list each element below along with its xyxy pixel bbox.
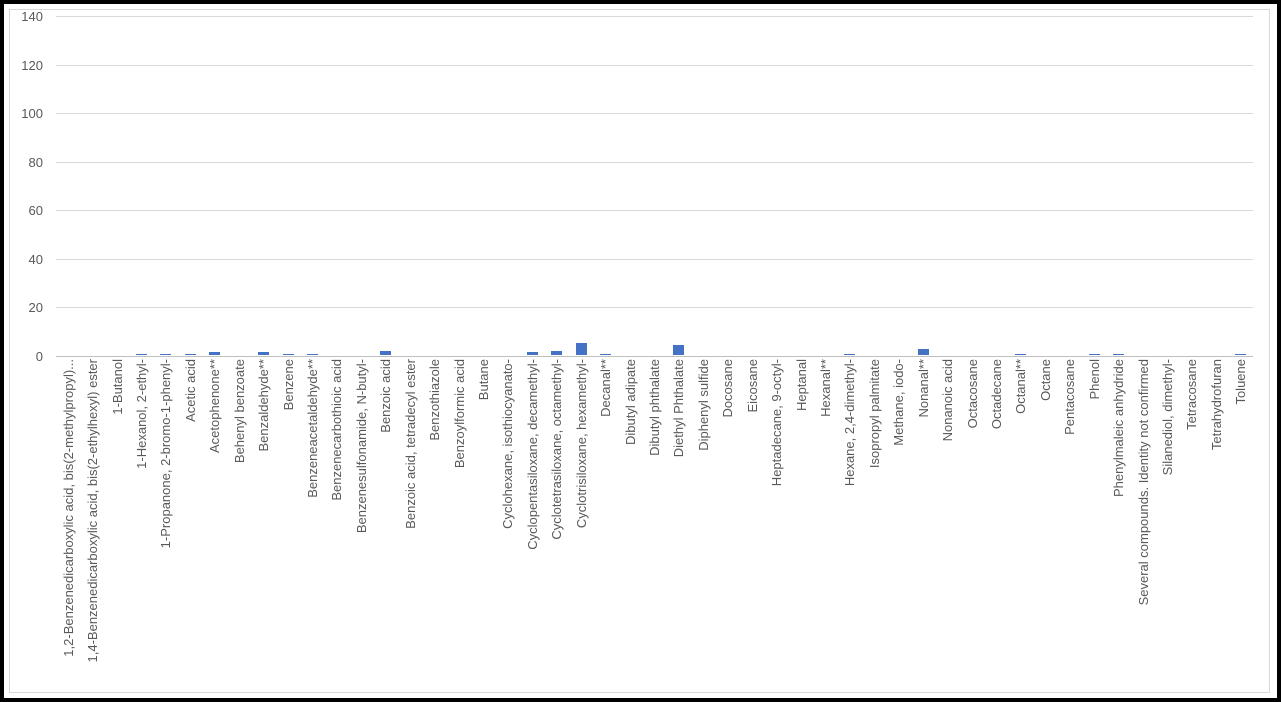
y-axis-tick-label: 20 <box>28 300 43 315</box>
x-axis-line <box>56 355 1253 357</box>
x-axis-category-label: Diethyl Phthalate <box>671 359 687 458</box>
bar <box>160 353 172 356</box>
x-axis-category-label: Tetracosane <box>1184 359 1200 430</box>
gridline <box>56 307 1253 308</box>
x-axis-category-label: Benzaldehyde** <box>256 359 272 452</box>
x-axis-category-label: Methane, iodo- <box>891 359 907 446</box>
chart-area-border <box>9 9 1270 693</box>
x-axis-category-label: Octane <box>1037 359 1053 401</box>
x-axis-category-label: Hexanal** <box>818 359 833 417</box>
x-axis-category-label: Nonanal** <box>915 359 931 418</box>
gridline <box>56 210 1253 211</box>
x-axis-category-label: Heptanal <box>793 359 809 412</box>
y-axis-tick-label: 0 <box>35 348 43 364</box>
x-axis-category-label: Tetrahydrofuran <box>1208 359 1224 451</box>
x-axis-category-label: Benzoic acid, tetradecyl ester <box>402 359 418 529</box>
x-axis-category-label: Benzene <box>280 359 296 411</box>
gridline <box>56 258 1253 260</box>
bar <box>575 342 587 356</box>
x-axis-category-label: Several compounds. Identity not confirme… <box>1135 359 1151 606</box>
y-axis-tick-label: 120 <box>21 57 43 73</box>
x-axis-category-label: Benzoic acid <box>378 359 394 433</box>
gridline <box>56 16 1253 17</box>
x-axis-category-label: Dibutyl phthalate <box>647 359 662 456</box>
x-axis-category-label: Cyclopentasiloxane, decamethyl- <box>524 359 540 550</box>
y-axis-tick-label: 100 <box>21 106 43 121</box>
bar <box>184 353 196 356</box>
x-axis-category-label: Benzenesulfonamide, N-butyl- <box>353 359 369 534</box>
x-axis-category-label: Octadecane <box>989 359 1004 430</box>
x-axis-category-label: Phenylmaleic anhydride <box>1111 359 1127 498</box>
gridline <box>56 64 1253 66</box>
bar <box>258 351 270 356</box>
y-axis-tick-label: 140 <box>21 9 43 24</box>
bar <box>380 351 392 356</box>
x-axis-category-label: 1-Propanone, 2-bromo-1-phenyl- <box>158 359 174 549</box>
x-axis-category-label: Heptadecane, 9-octyl- <box>769 359 785 487</box>
x-axis-category-label: 1-Butanol <box>109 359 125 415</box>
x-axis-category-label: Benzeneacetaldehyde** <box>305 359 320 498</box>
x-axis-category-label: Toluene <box>1233 359 1249 405</box>
x-axis-category-label: Acetic acid <box>182 359 198 422</box>
bar <box>209 351 221 356</box>
x-axis-category-label: Behenyl benzoate <box>231 359 247 464</box>
bar <box>136 353 147 356</box>
bar <box>1088 353 1100 356</box>
x-axis-category-label: Decanal** <box>598 359 614 417</box>
x-axis-category-label: Benzoylformic acid <box>451 359 467 469</box>
x-axis-category-label: Nonanoic acid <box>940 359 956 442</box>
bar <box>600 354 612 356</box>
x-axis-category-label: 1,4-Benzenedicarboxylic acid, bis(2-ethy… <box>85 359 101 663</box>
bar <box>844 354 856 356</box>
y-axis-tick-label: 60 <box>28 203 43 218</box>
bar <box>1235 353 1247 356</box>
x-axis-category-label: Butane <box>476 359 491 401</box>
y-axis-tick-label: 80 <box>28 154 43 170</box>
x-axis-category-label: Dibutyl adipate <box>622 359 638 445</box>
x-axis-category-label: Benzothiazole <box>427 359 443 441</box>
x-axis-category-label: Diphenyl sulfide <box>695 359 711 451</box>
bar <box>1113 353 1125 356</box>
x-axis-category-label: Pentacosane <box>1062 359 1078 435</box>
bar <box>307 353 318 356</box>
y-axis-tick-label: 40 <box>28 251 43 267</box>
x-axis-category-label: Isopropyl palmitate <box>866 359 882 469</box>
x-axis-category-label: Eicosane <box>744 359 760 413</box>
x-axis-category-label: Hexane, 2,4-dimethyl- <box>842 359 858 487</box>
x-axis-category-label: Cyclotrisiloxane, hexamethyl- <box>573 359 589 529</box>
bar <box>551 350 563 356</box>
bar <box>673 345 685 356</box>
bar <box>282 353 294 356</box>
x-axis-category-label: 1-Hexanol, 2-ethyl- <box>134 359 149 469</box>
bar <box>917 348 929 356</box>
bar <box>526 352 538 356</box>
x-axis-category-label: 1,2-Benzenedicarboxylic acid, bis(2-meth… <box>60 359 76 657</box>
gridline <box>56 113 1253 114</box>
x-axis-category-label: Phenol <box>1086 359 1102 400</box>
x-axis-category-label: Cyclohexane, isothiocyanato- <box>500 359 516 529</box>
x-axis-category-label: Octanal** <box>1013 359 1029 414</box>
x-axis-category-label: Docosane <box>720 359 736 418</box>
x-axis-category-label: Cyclotetrasiloxane, octamethyl- <box>549 359 565 540</box>
x-axis-category-label: Benzenecarbothioic acid <box>329 359 345 501</box>
x-axis-category-label: Acetophenone** <box>207 359 223 453</box>
x-axis-category-label: Octacosane <box>964 359 980 429</box>
x-axis-category-label: Silanediol, dimethyl- <box>1160 359 1175 476</box>
gridline <box>56 161 1253 163</box>
bar <box>1015 353 1027 356</box>
